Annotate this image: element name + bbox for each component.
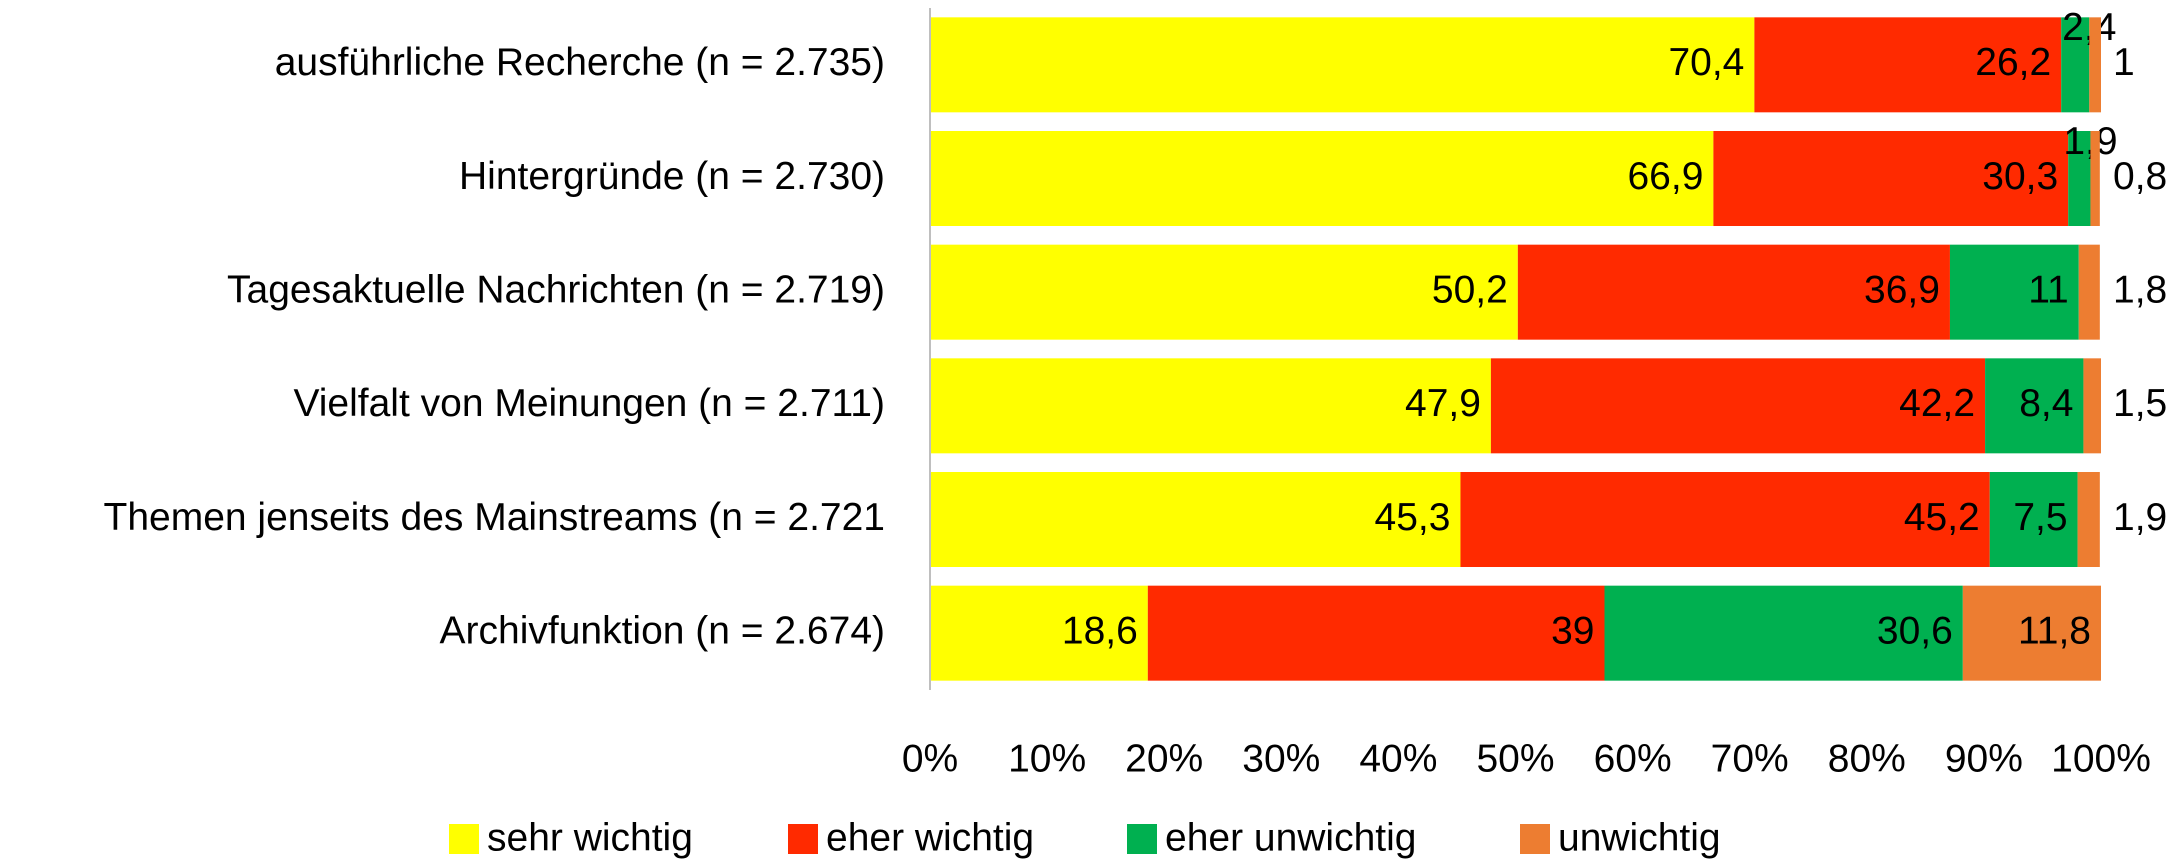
bar-segment — [930, 244, 1518, 340]
data-label: 36,9 — [1864, 268, 1940, 311]
bar-segment — [2083, 358, 2101, 454]
bar-segment — [1460, 472, 1990, 567]
data-label: 1,9 — [2113, 496, 2167, 539]
bar-segment — [930, 585, 1148, 681]
data-label: 45,2 — [1904, 496, 1980, 539]
legend-swatch — [1127, 824, 1157, 854]
legend-label: eher wichtig — [826, 816, 1034, 859]
data-label: 50,2 — [1432, 268, 1508, 311]
x-tick-label: 90% — [1945, 737, 2023, 780]
x-tick-label: 80% — [1828, 737, 1906, 780]
data-label: 30,3 — [1982, 155, 2058, 198]
data-label: 45,3 — [1375, 496, 1451, 539]
bar-segment — [2077, 472, 2100, 567]
legend-label: sehr wichtig — [487, 816, 693, 859]
legend-swatch — [788, 824, 818, 854]
bar-segment — [2090, 131, 2100, 226]
x-tick-label: 20% — [1125, 737, 1203, 780]
data-label: 39 — [1551, 609, 1594, 652]
x-tick-label: 40% — [1359, 737, 1437, 780]
data-label: 70,4 — [1668, 41, 1744, 84]
bar-segment — [930, 17, 1755, 113]
bar-segment — [1713, 131, 2069, 226]
legend-label: unwichtig — [1558, 816, 1721, 859]
x-tick-label: 10% — [1008, 737, 1086, 780]
bar-segment — [1147, 585, 1605, 681]
category-label: ausführliche Recherche (n = 2.735) — [275, 41, 885, 84]
data-label: 11 — [2028, 268, 2069, 311]
x-tick-label: 70% — [1711, 737, 1789, 780]
bar-segment — [1949, 244, 2079, 340]
x-tick-label: 30% — [1242, 737, 1320, 780]
bar-segment — [2068, 131, 2091, 226]
category-label: Tagesaktuelle Nachrichten (n = 2.719) — [227, 268, 885, 311]
bar-segment — [930, 472, 1461, 567]
bar-segment — [1985, 358, 2084, 454]
data-label: 1,5 — [2113, 382, 2167, 425]
bar-segment — [2089, 17, 2101, 113]
bar-segment — [1517, 244, 1950, 340]
x-tick-label: 60% — [1594, 737, 1672, 780]
x-tick-label: 0% — [902, 737, 958, 780]
data-label: 8,4 — [2019, 382, 2073, 425]
data-label: 42,2 — [1899, 382, 1975, 425]
data-label: 26,2 — [1975, 41, 2051, 84]
bar-segment — [1989, 472, 2078, 567]
category-label: Archivfunktion (n = 2.674) — [440, 609, 886, 652]
category-label: Vielfalt von Meinungen (n = 2.711) — [293, 382, 885, 425]
x-tick-label: 50% — [1476, 737, 1554, 780]
bar-segment — [1754, 17, 2062, 113]
bar-segment — [930, 358, 1491, 454]
data-label: 0,8 — [2113, 155, 2167, 198]
x-tick-label: 100% — [2051, 737, 2151, 780]
category-label: Themen jenseits des Mainstreams (n = 2.7… — [104, 496, 885, 539]
legend-swatch — [449, 824, 479, 854]
data-label: 7,5 — [2013, 496, 2067, 539]
legend-swatch — [1520, 824, 1550, 854]
bar-segment — [1604, 585, 1963, 681]
data-label: 30,6 — [1877, 609, 1953, 652]
data-label: 11,8 — [2018, 609, 2091, 652]
data-label: 1,8 — [2113, 268, 2167, 311]
data-label: 66,9 — [1627, 155, 1703, 198]
bar-segment — [2061, 17, 2090, 113]
bar-segment — [1962, 585, 2101, 681]
bar-segment — [2078, 244, 2100, 340]
legend-label: eher unwichtig — [1165, 816, 1416, 859]
bar-segment — [930, 131, 1714, 226]
bar-segment — [1490, 358, 1986, 454]
data-label: 47,9 — [1405, 382, 1481, 425]
data-label: 1 — [2113, 41, 2135, 84]
data-label: 18,6 — [1062, 609, 1138, 652]
category-label: Hintergründe (n = 2.730) — [459, 155, 885, 198]
